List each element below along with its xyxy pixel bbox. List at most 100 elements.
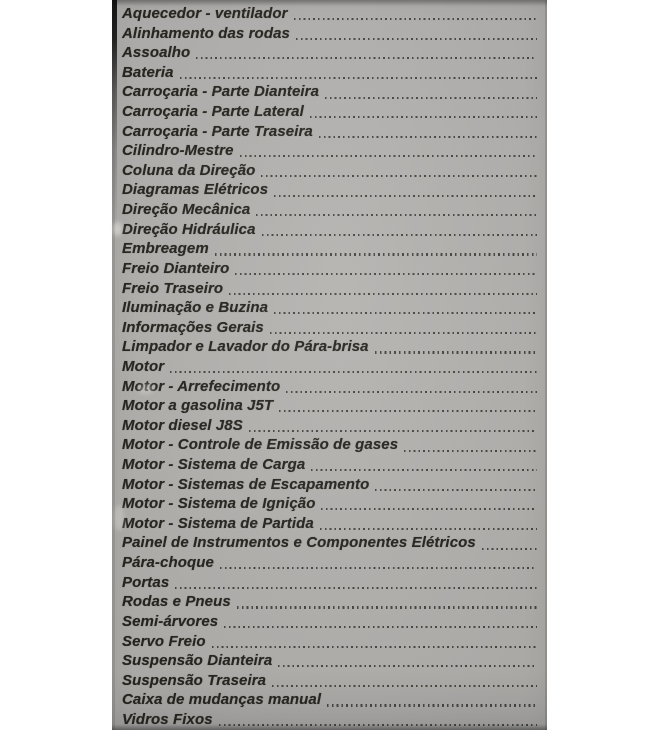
toc-item: Servo Freio	[122, 632, 538, 652]
toc-item: Caixa de mudanças manual	[122, 690, 538, 710]
dotted-leader	[375, 488, 537, 491]
dotted-leader	[278, 665, 537, 668]
toc-item-label: Motor - Sistema de Ignição	[122, 495, 316, 513]
toc-item: Aquecedor - ventilador	[122, 4, 538, 24]
toc-item: Coluna da Direção	[122, 161, 538, 181]
toc-item-label: Embreagem	[122, 240, 209, 258]
toc-item-label: Suspensão Dianteira	[122, 652, 273, 670]
dotted-leader	[286, 390, 537, 393]
dotted-leader	[274, 194, 537, 197]
toc-item-label: Rodas e Pneus	[122, 593, 231, 611]
toc-item: Direção Mecânica	[122, 200, 538, 220]
toc-item-label: Vidros Fixos	[122, 710, 213, 728]
toc-item: Portas	[122, 573, 538, 593]
dotted-leader	[321, 508, 537, 511]
toc-item: Suspensão Dianteira	[122, 651, 538, 671]
toc-item: Motor - Controle de Emissão de gases	[122, 435, 538, 455]
page-edge-shadow-right	[545, 0, 547, 730]
toc-item: Motor - Sistema de Ignição	[122, 494, 538, 514]
toc-item: Limpador e Lavador do Pára-brisa	[122, 337, 538, 357]
toc-item-label: Freio Traseiro	[122, 279, 224, 297]
dotted-leader	[274, 312, 537, 315]
dotted-leader	[293, 18, 537, 21]
toc-item: Iluminação e Buzina	[122, 298, 538, 318]
dotted-leader	[374, 351, 537, 354]
dotted-leader	[481, 547, 537, 550]
dotted-leader	[196, 57, 537, 60]
toc-item-label: Carroçaria - Parte Dianteira	[122, 83, 320, 101]
toc-item-label: Suspensão Traseira	[122, 671, 267, 689]
dotted-leader	[295, 37, 537, 40]
dotted-leader	[229, 292, 537, 295]
dotted-leader	[219, 567, 537, 570]
toc-item: Vidros Fixos	[122, 710, 538, 730]
toc-item-label: Iluminação e Buzina	[122, 299, 269, 317]
dotted-leader	[170, 371, 537, 374]
dotted-leader	[319, 527, 537, 531]
toc-item: Diagramas Elétricos	[122, 180, 538, 200]
dotted-leader	[261, 233, 537, 236]
dotted-leader	[218, 724, 537, 727]
dotted-leader	[239, 155, 537, 158]
toc-item-label: Carroçaria - Parte Lateral	[122, 103, 304, 121]
dotted-leader	[236, 606, 537, 609]
dotted-leader	[179, 76, 537, 80]
toc-item-label: Motor a gasolina J5T	[122, 397, 274, 415]
manual-page: Aquecedor - ventilador Alinhamento das r…	[112, 0, 547, 730]
dotted-leader	[175, 586, 537, 589]
toc-item: Alinhamento das rodas	[122, 24, 538, 44]
toc-item-label: Servo Freio	[122, 632, 206, 650]
dotted-leader	[311, 469, 537, 472]
toc-item: Pára-choque	[122, 553, 538, 573]
toc-item: Informações Gerais	[122, 318, 538, 338]
toc-item-label: Direção Mecânica	[122, 201, 251, 219]
toc-item: Motor - Sistema de Carga	[122, 455, 538, 475]
dotted-leader	[279, 410, 537, 413]
toc-item: Bateria	[122, 63, 538, 83]
toc-item: Motor diesel J8S	[122, 416, 538, 436]
page-edge-shadow-left	[112, 0, 115, 730]
toc-item-label: Bateria	[122, 63, 174, 81]
page-edge-shadow-bottom	[112, 724, 547, 730]
toc-item: Embreagem	[122, 239, 538, 259]
toc-item: Painel de Instrumentos e Componentes Elé…	[122, 533, 538, 553]
toc-item: Motor a gasolina J5T	[122, 396, 538, 416]
toc-item: Carroçaria - Parte Dianteira	[122, 82, 538, 102]
toc-item-label: Motor - Sistema de Partida	[122, 514, 314, 532]
dotted-leader	[235, 273, 537, 276]
toc-item: Motor - Sistemas de Escapamento	[122, 475, 538, 495]
toc-item-label: Caixa de mudanças manual	[122, 691, 322, 709]
toc-item-label: Motor - Sistemas de Escapamento	[122, 475, 370, 493]
toc-item-label: Diagramas Elétricos	[122, 181, 269, 199]
dotted-leader	[327, 704, 537, 707]
toc-item: Motor - Arrefecimento	[122, 377, 538, 397]
dotted-leader	[269, 331, 537, 334]
toc-item: Cilindro-Mestre	[122, 141, 538, 161]
toc-item: Motor	[122, 357, 538, 377]
toc-item-label: Motor	[122, 357, 165, 375]
dotted-leader	[256, 214, 537, 217]
toc-item: Direção Hidráulica	[122, 220, 538, 240]
toc-item-label: Painel de Instrumentos e Componentes Elé…	[122, 534, 476, 552]
dotted-leader	[309, 116, 537, 119]
toc-item-label: Limpador e Lavador do Pára-brisa	[122, 338, 369, 356]
toc-item: Freio Traseiro	[122, 279, 538, 299]
toc-item: Carroçaria - Parte Traseira	[122, 122, 538, 142]
toc-item-label: Freio Dianteiro	[122, 259, 230, 277]
toc-item-label: Motor - Sistema de Carga	[122, 456, 306, 474]
toc-item-label: Assoalho	[122, 44, 191, 62]
toc-item: Suspensão Traseira	[122, 671, 538, 691]
toc-item-label: Pára-choque	[122, 554, 214, 572]
toc-item-label: Motor diesel J8S	[122, 416, 243, 434]
dotted-leader	[224, 626, 537, 629]
dotted-leader	[325, 96, 537, 99]
toc-item-label: Motor - Arrefecimento	[122, 377, 281, 395]
toc-item: Assoalho	[122, 43, 538, 63]
dotted-leader	[272, 684, 537, 687]
toc-item-label: Semi-árvores	[122, 612, 219, 630]
dotted-leader	[211, 645, 537, 648]
dotted-leader	[261, 175, 537, 178]
toc-list: Aquecedor - ventilador Alinhamento das r…	[112, 0, 547, 730]
toc-item: Semi-árvores	[122, 612, 538, 632]
